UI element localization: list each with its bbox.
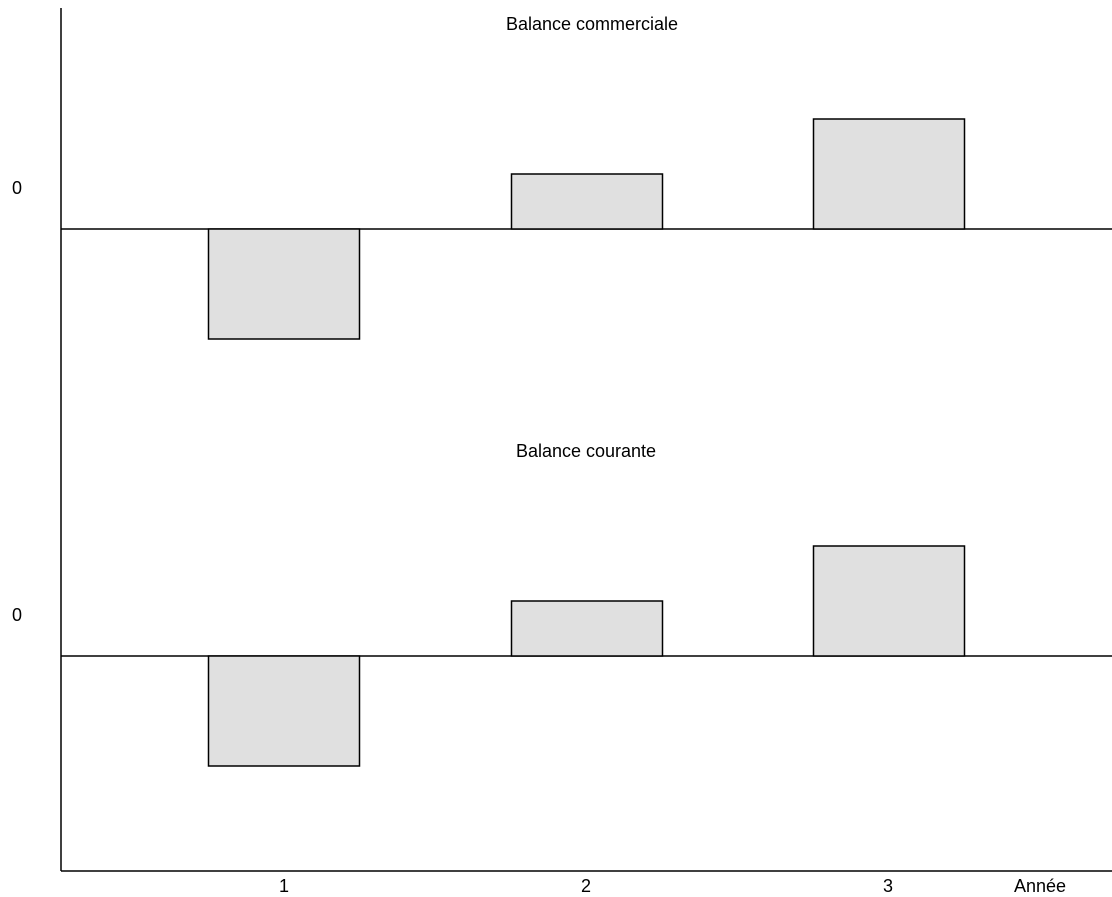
x-axis-label: Année bbox=[1014, 876, 1066, 896]
panel-title: Balance courante bbox=[516, 441, 656, 461]
panel-balance-commerciale: Balance commerciale 0 bbox=[12, 14, 1112, 340]
bar-year-2 bbox=[510, 600, 664, 657]
bar-group bbox=[207, 545, 966, 767]
zero-label: 0 bbox=[12, 178, 22, 198]
bar-year-3 bbox=[812, 118, 966, 230]
x-tick-label: 3 bbox=[883, 876, 893, 896]
panel-title: Balance commerciale bbox=[506, 14, 678, 34]
bar-group bbox=[207, 118, 966, 340]
bar-year-1 bbox=[207, 228, 361, 340]
zero-label: 0 bbox=[12, 605, 22, 625]
panel-balance-courante: Balance courante 0 bbox=[12, 441, 1112, 767]
bar-year-2 bbox=[510, 173, 664, 230]
x-tick-label: 1 bbox=[279, 876, 289, 896]
bar-year-1 bbox=[207, 655, 361, 767]
bar-year-3 bbox=[812, 545, 966, 657]
x-tick-label: 2 bbox=[581, 876, 591, 896]
